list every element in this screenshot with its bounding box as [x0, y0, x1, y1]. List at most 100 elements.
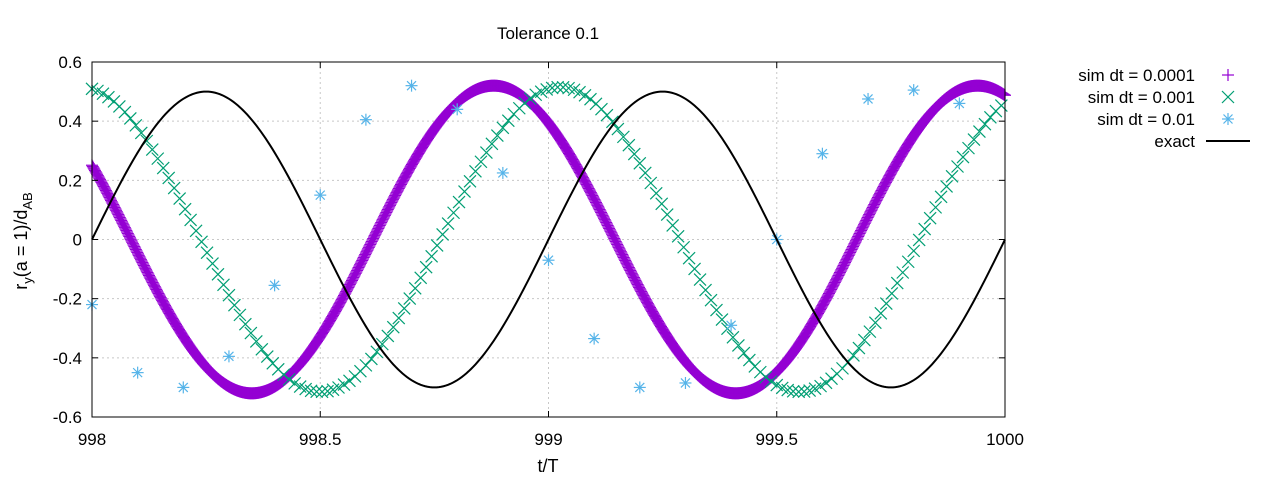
data-point [282, 372, 296, 386]
y-tick-label: -0.6 [53, 408, 82, 427]
data-point [167, 181, 181, 195]
data-point [644, 176, 658, 190]
y-axis-label: ry(a = 1)/dAB [11, 192, 35, 289]
data-point [710, 303, 723, 317]
data-point [211, 267, 225, 281]
series-cross [85, 80, 1008, 399]
data-point [605, 115, 619, 129]
data-point [797, 385, 811, 399]
data-point [726, 330, 740, 344]
data-point [896, 266, 910, 279]
data-point [447, 206, 460, 220]
data-point [392, 311, 406, 325]
data-point [638, 166, 652, 180]
data-point [967, 133, 981, 147]
data-point [742, 353, 756, 367]
data-point [496, 166, 509, 179]
data-point [403, 292, 417, 305]
data-point [923, 211, 937, 225]
y-tick-label: -0.2 [53, 290, 82, 309]
data-point [660, 208, 674, 221]
y-axis-label-sub1: y [20, 277, 35, 284]
legend-swatch [1221, 90, 1235, 104]
data-point [304, 384, 318, 398]
data-point [699, 283, 712, 297]
data-point [233, 308, 247, 322]
data-point [951, 160, 964, 173]
data-point [268, 279, 281, 292]
data-point [545, 81, 559, 95]
data-point [929, 200, 943, 214]
data-point [885, 287, 899, 300]
data-point [228, 298, 241, 312]
data-point [616, 130, 630, 144]
data-point [414, 271, 428, 285]
data-point [151, 152, 165, 166]
x-tick-label: 999 [534, 430, 562, 449]
data-point [994, 99, 1008, 112]
y-axis-label-main: r [11, 284, 31, 290]
data-point [425, 249, 439, 263]
data-point [501, 114, 515, 128]
data-point [370, 345, 384, 359]
data-point [359, 358, 373, 372]
data-point [956, 150, 970, 164]
data-point [430, 239, 444, 252]
data-point [704, 293, 718, 307]
data-point [679, 376, 692, 389]
data-point [173, 192, 187, 205]
data-point [463, 174, 477, 188]
data-point [386, 320, 400, 334]
data-point [688, 262, 702, 276]
legend-label: sim dt = 0.0001 [1078, 66, 1195, 85]
data-point [222, 350, 235, 363]
data-point [359, 113, 372, 126]
data-point [131, 366, 144, 379]
data-point [523, 92, 537, 105]
data-point [474, 155, 488, 169]
data-point [852, 341, 866, 355]
data-point [863, 325, 877, 339]
y-tick-label: 0.6 [58, 53, 82, 72]
data-point [912, 233, 926, 247]
data-point [162, 171, 176, 185]
data-point [879, 297, 893, 310]
data-point [314, 189, 327, 202]
data-point [452, 195, 466, 209]
data-point [764, 375, 778, 388]
data-point [321, 384, 334, 398]
data-point [737, 346, 751, 360]
data-point [962, 141, 975, 155]
data-point [907, 244, 921, 258]
data-point [819, 376, 833, 390]
data-point [940, 179, 953, 193]
data-point [177, 381, 190, 394]
data-point [682, 251, 696, 265]
data-point [600, 108, 614, 122]
chart-title: Tolerance 0.1 [497, 24, 599, 43]
data-point [868, 316, 882, 330]
x-tick-label: 1000 [986, 430, 1024, 449]
data-point [862, 92, 875, 105]
data-point [857, 333, 871, 347]
data-point [469, 164, 482, 178]
x-tick-label: 998 [78, 430, 106, 449]
legend-swatch [1222, 69, 1234, 81]
data-point [542, 254, 555, 267]
data-point [874, 306, 888, 320]
data-point [249, 335, 263, 348]
data-point [222, 288, 236, 302]
data-point [677, 240, 691, 254]
data-point [255, 342, 269, 356]
data-point [627, 147, 641, 161]
series-star [86, 79, 966, 394]
y-axis-label-mid: (a = 1)/d [11, 210, 31, 278]
data-point [901, 255, 915, 269]
data-point [123, 111, 137, 125]
legend-label: sim dt = 0.001 [1088, 88, 1195, 107]
data-point [649, 186, 663, 200]
data-point [655, 197, 669, 211]
data-point [343, 374, 356, 388]
data-point [102, 90, 115, 104]
data-point [419, 260, 433, 274]
